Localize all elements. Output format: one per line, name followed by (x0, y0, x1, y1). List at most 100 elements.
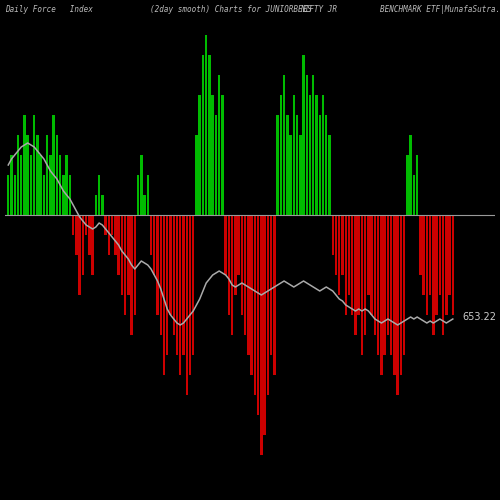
Bar (7, 175, 10, 215)
Bar (406, 155, 408, 215)
Bar (416, 155, 418, 215)
Bar (364, 215, 366, 335)
Bar (114, 215, 116, 255)
Bar (176, 215, 178, 355)
Bar (52, 115, 55, 215)
Bar (40, 155, 42, 215)
Bar (316, 95, 318, 215)
Bar (68, 175, 71, 215)
Bar (72, 215, 74, 235)
Bar (153, 215, 156, 275)
Bar (302, 55, 305, 215)
Bar (82, 215, 84, 275)
Bar (78, 215, 81, 295)
Bar (33, 115, 35, 215)
Bar (195, 135, 198, 215)
Bar (10, 155, 12, 215)
Bar (438, 215, 441, 295)
Bar (432, 215, 434, 335)
Bar (172, 215, 175, 335)
Bar (137, 175, 140, 215)
Bar (286, 115, 288, 215)
Bar (318, 115, 321, 215)
Bar (75, 215, 78, 255)
Bar (412, 175, 415, 215)
Text: BENCHMARK ETF|MunafaSutra.com: BENCHMARK ETF|MunafaSutra.com (380, 5, 500, 14)
Bar (192, 215, 194, 355)
Bar (224, 215, 227, 275)
Bar (344, 215, 347, 315)
Bar (240, 215, 243, 315)
Bar (250, 215, 253, 375)
Bar (150, 215, 152, 255)
Bar (24, 115, 26, 215)
Text: (2day smooth) Charts for JUNIORBEES: (2day smooth) Charts for JUNIORBEES (150, 5, 312, 14)
Bar (296, 115, 298, 215)
Bar (380, 215, 382, 375)
Bar (182, 215, 184, 355)
Bar (49, 155, 51, 215)
Bar (370, 215, 373, 315)
Bar (231, 215, 234, 335)
Bar (335, 215, 337, 275)
Bar (156, 215, 158, 315)
Bar (140, 155, 142, 215)
Bar (264, 215, 266, 435)
Bar (358, 215, 360, 315)
Bar (292, 95, 295, 215)
Bar (120, 215, 123, 295)
Bar (429, 215, 432, 295)
Bar (98, 175, 100, 215)
Bar (36, 135, 38, 215)
Bar (299, 135, 302, 215)
Bar (260, 215, 262, 455)
Bar (348, 215, 350, 295)
Bar (290, 135, 292, 215)
Bar (88, 215, 90, 255)
Bar (325, 115, 328, 215)
Bar (124, 215, 126, 315)
Bar (247, 215, 250, 355)
Bar (20, 155, 22, 215)
Bar (66, 155, 68, 215)
Bar (146, 175, 149, 215)
Bar (234, 215, 236, 295)
Bar (170, 215, 172, 315)
Bar (212, 95, 214, 215)
Bar (244, 215, 246, 335)
Bar (354, 215, 356, 335)
Bar (108, 215, 110, 255)
Bar (14, 175, 16, 215)
Bar (442, 215, 444, 335)
Bar (92, 215, 94, 275)
Bar (127, 215, 130, 295)
Bar (144, 195, 146, 215)
Bar (426, 215, 428, 315)
Bar (374, 215, 376, 335)
Bar (62, 175, 64, 215)
Bar (56, 135, 58, 215)
Bar (166, 215, 168, 355)
Bar (403, 215, 406, 355)
Bar (367, 215, 370, 295)
Text: 653.22: 653.22 (462, 312, 496, 322)
Bar (257, 215, 260, 415)
Bar (422, 215, 425, 295)
Bar (419, 215, 422, 275)
Bar (322, 95, 324, 215)
Bar (396, 215, 399, 395)
Bar (384, 215, 386, 355)
Bar (134, 215, 136, 315)
Text: Daily Force   Index: Daily Force Index (5, 5, 93, 14)
Bar (273, 215, 276, 375)
Bar (42, 175, 45, 215)
Bar (270, 215, 272, 355)
Bar (280, 95, 282, 215)
Bar (254, 215, 256, 395)
Bar (198, 95, 201, 215)
Bar (208, 55, 210, 215)
Bar (328, 135, 330, 215)
Text: NIFTY JR: NIFTY JR (300, 5, 337, 14)
Bar (309, 95, 312, 215)
Bar (448, 215, 451, 295)
